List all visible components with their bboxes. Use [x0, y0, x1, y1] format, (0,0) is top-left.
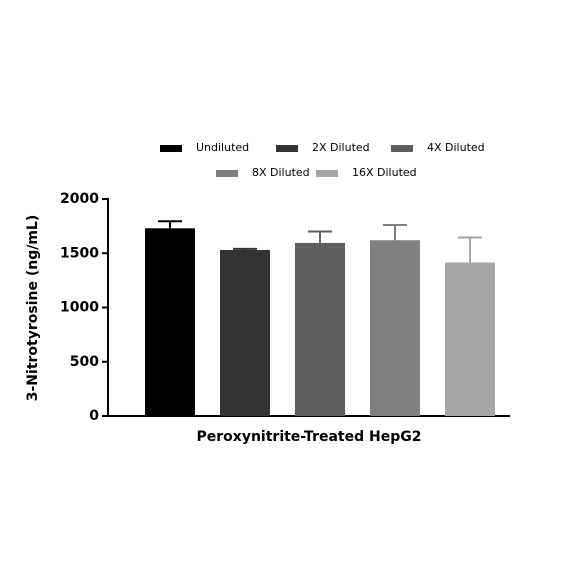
legend-swatch	[216, 170, 238, 177]
legend-swatch	[160, 145, 182, 152]
bar	[370, 240, 420, 416]
legend-swatch	[316, 170, 338, 177]
bar	[445, 262, 495, 416]
y-tick-label: 2000	[60, 191, 99, 207]
y-tick-label: 500	[70, 354, 99, 370]
y-tick-label: 0	[89, 408, 99, 424]
legend-label: Undiluted	[196, 141, 249, 154]
legend-label: 2X Diluted	[312, 141, 370, 154]
y-tick-label: 1000	[60, 300, 99, 316]
legend-label: 8X Diluted	[252, 166, 310, 179]
legend-swatch	[276, 145, 298, 152]
bar	[145, 228, 195, 416]
legend-label: 16X Diluted	[352, 166, 417, 179]
legend-swatch	[391, 145, 413, 152]
legend-label: 4X Diluted	[427, 141, 485, 154]
bar	[295, 242, 345, 416]
y-tick-label: 1500	[60, 245, 99, 261]
y-axis-title: 3-Nitrotyrosine (ng/mL)	[25, 215, 41, 402]
bar	[220, 249, 270, 416]
x-axis-title: Peroxynitrite-Treated HepG2	[197, 429, 422, 445]
